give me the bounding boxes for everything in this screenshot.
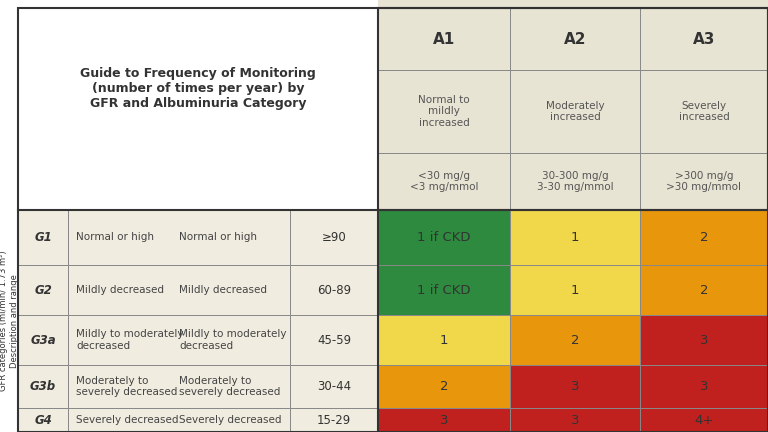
Text: 45-59: 45-59 bbox=[317, 334, 351, 346]
Text: 1: 1 bbox=[440, 334, 449, 346]
Text: ≥90: ≥90 bbox=[322, 231, 346, 244]
Text: 4+: 4+ bbox=[694, 413, 713, 426]
Bar bbox=[18, 365, 68, 408]
Bar bbox=[18, 408, 68, 432]
Bar bbox=[18, 315, 68, 365]
Text: Moderately to
severely decreased: Moderately to severely decreased bbox=[76, 376, 177, 397]
Text: 1 if CKD: 1 if CKD bbox=[417, 283, 471, 296]
Bar bbox=[640, 210, 768, 265]
Text: Severely decreased: Severely decreased bbox=[179, 415, 282, 425]
Bar bbox=[290, 265, 378, 315]
Bar bbox=[510, 8, 640, 70]
Bar bbox=[510, 408, 640, 432]
Text: G3a: G3a bbox=[30, 334, 56, 346]
Text: GFR categories (ml/min/ 1.73 m²)
Description and range: GFR categories (ml/min/ 1.73 m²) Descrip… bbox=[0, 251, 18, 391]
Text: 1: 1 bbox=[571, 231, 579, 244]
Bar bbox=[510, 70, 640, 153]
Bar bbox=[378, 8, 768, 210]
Bar bbox=[290, 315, 378, 365]
Text: 2: 2 bbox=[440, 380, 449, 393]
Text: >300 mg/g
>30 mg/mmol: >300 mg/g >30 mg/mmol bbox=[667, 171, 741, 192]
Text: 1: 1 bbox=[571, 283, 579, 296]
Bar bbox=[18, 0, 378, 210]
Text: Normal or high: Normal or high bbox=[76, 232, 154, 242]
Bar bbox=[290, 408, 378, 432]
Text: Severely decreased: Severely decreased bbox=[76, 415, 178, 425]
Text: 2: 2 bbox=[571, 334, 579, 346]
Text: A3: A3 bbox=[693, 32, 715, 47]
Bar bbox=[510, 265, 640, 315]
Text: Mildly decreased: Mildly decreased bbox=[179, 285, 267, 295]
Bar bbox=[640, 315, 768, 365]
Bar bbox=[68, 315, 290, 365]
Bar bbox=[378, 365, 510, 408]
Text: Normal to
mildly
increased: Normal to mildly increased bbox=[419, 95, 470, 128]
Bar bbox=[510, 365, 640, 408]
Bar bbox=[378, 315, 510, 365]
Text: 15-29: 15-29 bbox=[317, 413, 351, 426]
Text: Severely
increased: Severely increased bbox=[679, 101, 730, 122]
Text: Mildly to moderately
decreased: Mildly to moderately decreased bbox=[179, 329, 286, 351]
Bar bbox=[640, 8, 768, 70]
Bar bbox=[640, 365, 768, 408]
Bar bbox=[18, 265, 68, 315]
Text: 2: 2 bbox=[700, 231, 708, 244]
Text: Moderately to
severely decreased: Moderately to severely decreased bbox=[179, 376, 280, 397]
Bar bbox=[510, 210, 640, 265]
Text: 3: 3 bbox=[700, 380, 708, 393]
Text: G1: G1 bbox=[34, 231, 52, 244]
Bar bbox=[510, 315, 640, 365]
Text: 1 if CKD: 1 if CKD bbox=[417, 231, 471, 244]
Text: 30-300 mg/g
3-30 mg/mmol: 30-300 mg/g 3-30 mg/mmol bbox=[537, 171, 614, 192]
Text: Mildly to moderately
decreased: Mildly to moderately decreased bbox=[76, 329, 184, 351]
Bar bbox=[378, 0, 768, 8]
Text: 60-89: 60-89 bbox=[317, 283, 351, 296]
Text: Normal or high: Normal or high bbox=[179, 232, 257, 242]
Text: Moderately
increased: Moderately increased bbox=[546, 101, 604, 122]
Bar bbox=[640, 153, 768, 210]
Bar bbox=[68, 210, 290, 265]
Bar bbox=[640, 408, 768, 432]
Bar bbox=[640, 265, 768, 315]
Bar bbox=[378, 265, 510, 315]
Text: 30-44: 30-44 bbox=[317, 380, 351, 393]
Text: G4: G4 bbox=[34, 413, 52, 426]
Bar bbox=[18, 210, 68, 265]
Bar bbox=[378, 8, 510, 70]
Text: <30 mg/g
<3 mg/mmol: <30 mg/g <3 mg/mmol bbox=[410, 171, 478, 192]
Text: 3: 3 bbox=[571, 380, 579, 393]
Bar bbox=[510, 153, 640, 210]
Bar bbox=[290, 210, 378, 265]
Text: Mildly decreased: Mildly decreased bbox=[76, 285, 164, 295]
Bar bbox=[640, 70, 768, 153]
Bar bbox=[68, 265, 290, 315]
Bar bbox=[378, 408, 510, 432]
Text: 2: 2 bbox=[700, 283, 708, 296]
Text: 3: 3 bbox=[571, 413, 579, 426]
Bar bbox=[68, 365, 290, 408]
Bar bbox=[378, 210, 510, 265]
Text: Guide to Frequency of Monitoring
(number of times per year) by
GFR and Albuminur: Guide to Frequency of Monitoring (number… bbox=[80, 67, 316, 110]
Bar bbox=[68, 408, 290, 432]
Text: A2: A2 bbox=[564, 32, 586, 47]
Text: G2: G2 bbox=[34, 283, 52, 296]
Text: 3: 3 bbox=[700, 334, 708, 346]
Text: 3: 3 bbox=[440, 413, 449, 426]
Text: G3b: G3b bbox=[30, 380, 56, 393]
Bar bbox=[378, 70, 510, 153]
Bar bbox=[290, 365, 378, 408]
Bar bbox=[378, 153, 510, 210]
Text: A1: A1 bbox=[433, 32, 455, 47]
